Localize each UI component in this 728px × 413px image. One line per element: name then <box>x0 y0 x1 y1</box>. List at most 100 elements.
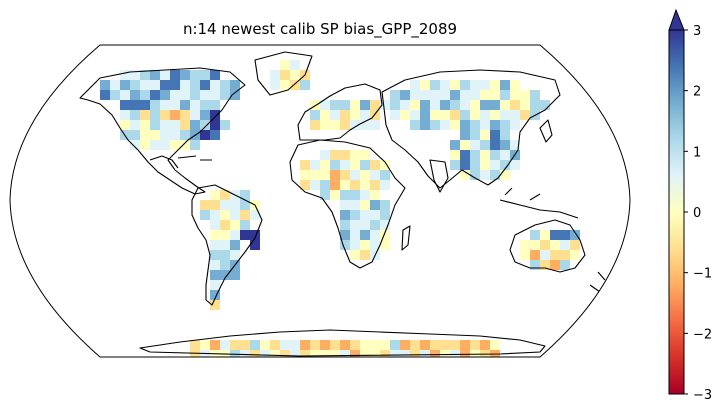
bias-grid-cell <box>360 150 370 160</box>
bias-grid-cell <box>210 130 220 140</box>
bias-grid-cell <box>380 350 390 357</box>
bias-grid-cell <box>370 350 380 357</box>
bias-grid-cell <box>380 340 390 350</box>
bias-grid-cell <box>320 120 330 130</box>
bias-grid-cell <box>470 90 480 100</box>
bias-grid-cell <box>540 240 550 250</box>
bias-grid-cell <box>160 90 170 100</box>
bias-grid-cell <box>210 110 220 120</box>
bias-grid-cell <box>420 350 430 357</box>
bias-grid-cell <box>240 350 250 357</box>
bias-grid-cell <box>510 140 520 150</box>
bias-grid-cell <box>180 90 190 100</box>
bias-grid-cell <box>350 100 360 110</box>
bias-grid-cell <box>360 180 370 190</box>
colorbar-tick-label: −3 <box>693 388 712 403</box>
bias-grid-cell <box>110 90 120 100</box>
bias-grid-cell <box>150 130 160 140</box>
bias-grid-cell <box>380 180 390 190</box>
bias-grid-cell <box>190 90 200 100</box>
bias-grid-cell <box>560 250 570 260</box>
bias-grid-cell <box>540 260 550 270</box>
bias-grid-cell <box>370 100 380 110</box>
bias-grid-cell <box>400 90 410 100</box>
bias-grid-cell <box>310 100 320 110</box>
bias-grid-cell <box>220 250 230 260</box>
coastline-australia <box>509 219 586 273</box>
bias-grid-cell <box>200 120 210 130</box>
colorbar-tick-label: 0 <box>693 206 701 221</box>
bias-grid-cell <box>190 80 200 90</box>
bias-grid-cell <box>190 140 200 150</box>
bias-grid-cell <box>310 120 320 130</box>
bias-grid-cell <box>220 350 230 357</box>
colorbar: 3 2 1 0 −1 −2 −3 <box>668 8 712 403</box>
bias-grid-cell <box>220 230 230 240</box>
bias-grid-cell <box>380 240 390 250</box>
bias-grid-cell <box>350 150 360 160</box>
bias-grid-cell <box>360 340 370 350</box>
bias-grid-cell <box>430 90 440 100</box>
bias-grid-cell <box>220 260 230 270</box>
bias-grid-cell <box>380 160 390 170</box>
bias-grid-cell <box>510 110 520 120</box>
bias-grid-cell <box>470 160 480 170</box>
bias-grid-cell <box>450 140 460 150</box>
bias-grid-cell <box>140 80 150 90</box>
bias-grid-cell <box>280 60 290 70</box>
bias-grid-cell <box>120 90 130 100</box>
bias-grid-cell <box>460 130 470 140</box>
bias-grid-cell <box>560 230 570 240</box>
bias-grid-cell <box>480 160 490 170</box>
coastline-caribbean <box>177 155 212 161</box>
bias-grid-cell <box>400 340 410 350</box>
bias-grid-cell <box>460 350 470 357</box>
bias-grid-cell <box>210 80 220 90</box>
bias-grid-cell <box>360 230 370 240</box>
bias-grid-cell <box>330 160 340 170</box>
bias-grid-cell <box>460 120 470 130</box>
bias-grid-cell <box>360 200 370 210</box>
bias-grid-cell <box>570 240 580 250</box>
bias-grid-cell <box>390 100 400 110</box>
bias-grid-cell <box>240 340 250 350</box>
bias-grid-cell <box>230 350 240 357</box>
bias-grid-cell <box>420 110 430 120</box>
bias-grid-cell <box>450 90 460 100</box>
bias-grid-cell <box>160 70 170 80</box>
bias-grid-cell <box>470 340 480 350</box>
bias-grid-cell <box>350 340 360 350</box>
colorbar-tick-label: 2 <box>693 85 701 100</box>
bias-grid-cell <box>500 130 510 140</box>
bias-grid-cell <box>390 340 400 350</box>
bias-grid-cell <box>220 190 230 200</box>
bias-grid-cell <box>120 70 130 80</box>
colorbar-extend-arrow <box>668 8 685 31</box>
map-outline <box>9 44 631 358</box>
bias-grid-cell <box>550 250 560 260</box>
bias-grid-cell <box>520 250 530 260</box>
bias-grid-cell <box>240 220 250 230</box>
bias-grid-cell <box>330 120 340 130</box>
bias-grid-cell <box>170 110 180 120</box>
bias-grid-cell <box>420 120 430 130</box>
bias-grid-cell <box>140 100 150 110</box>
bias-grid-cell <box>490 120 500 130</box>
bias-grid-cell <box>320 180 330 190</box>
bias-grid-cell <box>190 120 200 130</box>
bias-grid-cell <box>300 170 310 180</box>
bias-grid-cell <box>230 250 240 260</box>
bias-grid-cell <box>520 90 530 100</box>
bias-grid-cell <box>210 280 220 290</box>
bias-grid-cell <box>410 80 420 90</box>
bias-grid-cell <box>500 120 510 130</box>
bias-grid-cell <box>530 250 540 260</box>
bias-grid-cell <box>490 100 500 110</box>
coastline-indonesia <box>499 187 579 219</box>
bias-grid-cell <box>380 210 390 220</box>
bias-grid-cell <box>360 190 370 200</box>
bias-grid-cell <box>370 340 380 350</box>
bias-grid-cell <box>300 350 310 357</box>
bias-grid-cell <box>410 110 420 120</box>
